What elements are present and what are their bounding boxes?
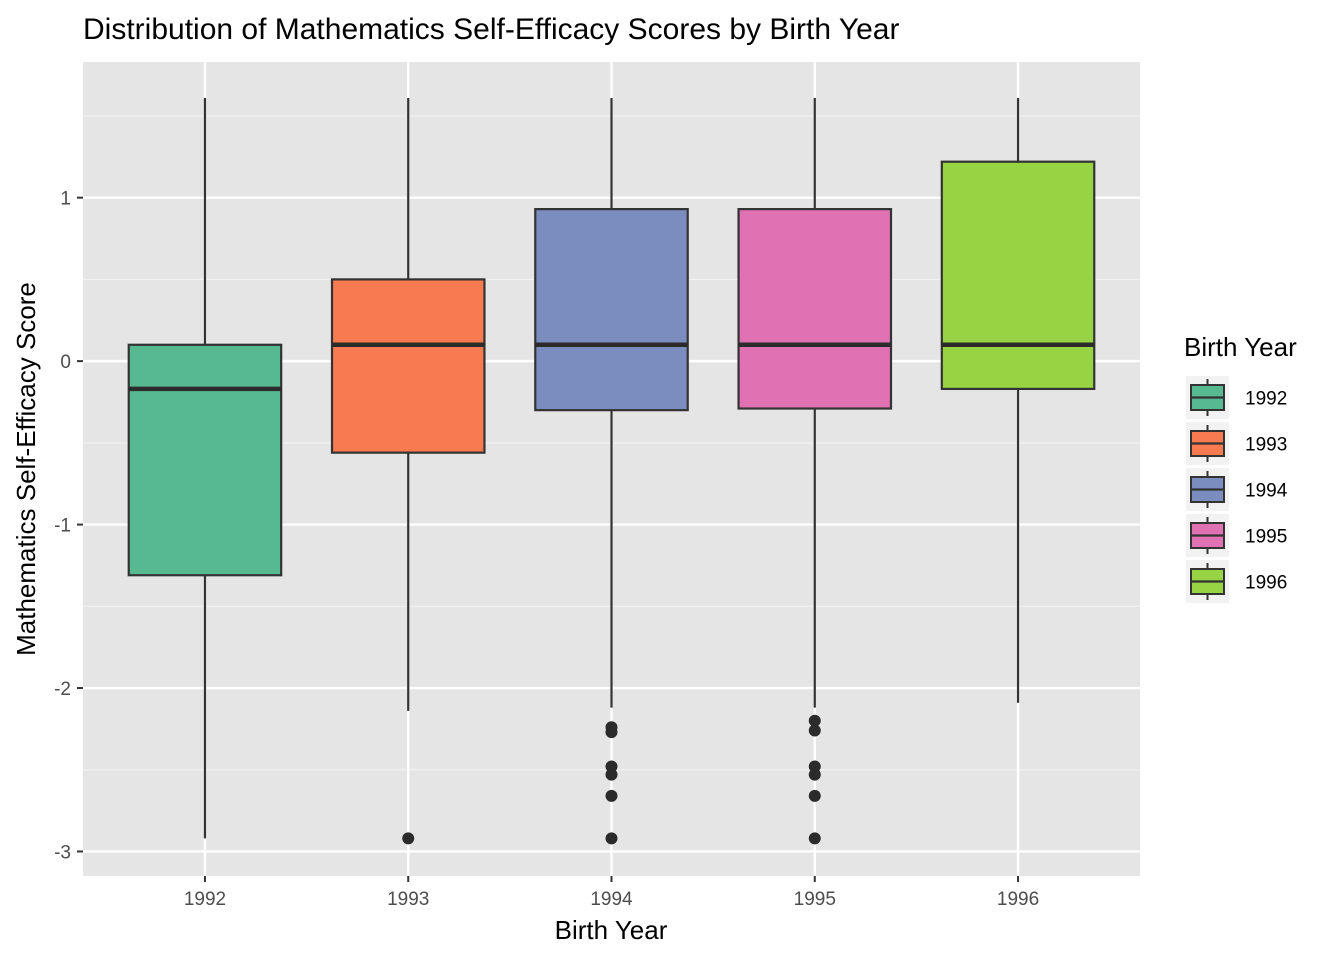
y-tick-label: -3 [54, 842, 71, 863]
legend-item-1996: 1996 [1186, 560, 1287, 603]
y-tick-label: 0 [60, 352, 71, 373]
legend-title: Birth Year [1184, 332, 1297, 362]
x-axis-title: Birth Year [555, 915, 668, 945]
box-body [940, 160, 1096, 391]
outlier-point [808, 724, 821, 737]
box-1996 [940, 97, 1096, 703]
outlier-point [605, 768, 618, 781]
x-tick-label: 1992 [184, 889, 226, 910]
x-tick-label: 1996 [997, 889, 1039, 910]
box-1992 [127, 97, 283, 839]
legend-label: 1994 [1245, 481, 1288, 502]
box-1994 [534, 97, 689, 845]
legend-label: 1993 [1245, 435, 1287, 456]
legend-label: 1996 [1245, 573, 1287, 594]
y-tick-label: -1 [54, 516, 71, 537]
y-axis-title: Mathematics Self-Efficacy Score [11, 282, 41, 656]
x-tick-label: 1994 [590, 889, 633, 910]
outlier-point [808, 789, 821, 802]
box-body [737, 208, 893, 410]
x-tick-label: 1993 [387, 889, 429, 910]
box-1995 [737, 97, 893, 845]
legend-item-1994: 1994 [1186, 468, 1288, 511]
legend-item-1995: 1995 [1186, 514, 1287, 557]
outlier-point [605, 832, 618, 845]
legend-label: 1992 [1245, 389, 1287, 410]
y-axis: -3 -2 -1 0 1 [54, 189, 83, 863]
outlier-point [402, 832, 415, 845]
box-1993 [330, 97, 486, 845]
outlier-point [808, 768, 821, 781]
outlier-point [605, 789, 618, 802]
chart-title: Distribution of Mathematics Self-Efficac… [83, 13, 899, 46]
legend-item-1993: 1993 [1186, 422, 1287, 465]
outlier-point [808, 832, 821, 845]
legend: Birth Year 1992 1993 1994 1995 1996 [1184, 332, 1297, 603]
box-body [330, 278, 486, 454]
boxes [127, 97, 1096, 845]
y-tick-label: 1 [60, 189, 71, 210]
y-tick-label: -2 [54, 679, 71, 700]
box-body [534, 208, 689, 412]
legend-label: 1995 [1245, 527, 1287, 548]
x-tick-label: 1995 [794, 889, 836, 910]
x-axis: 1992 1993 1994 1995 1996 [184, 876, 1039, 910]
legend-item-1992: 1992 [1186, 376, 1287, 419]
outlier-point [808, 714, 821, 727]
outlier-point [605, 726, 618, 739]
box-body [127, 343, 283, 577]
